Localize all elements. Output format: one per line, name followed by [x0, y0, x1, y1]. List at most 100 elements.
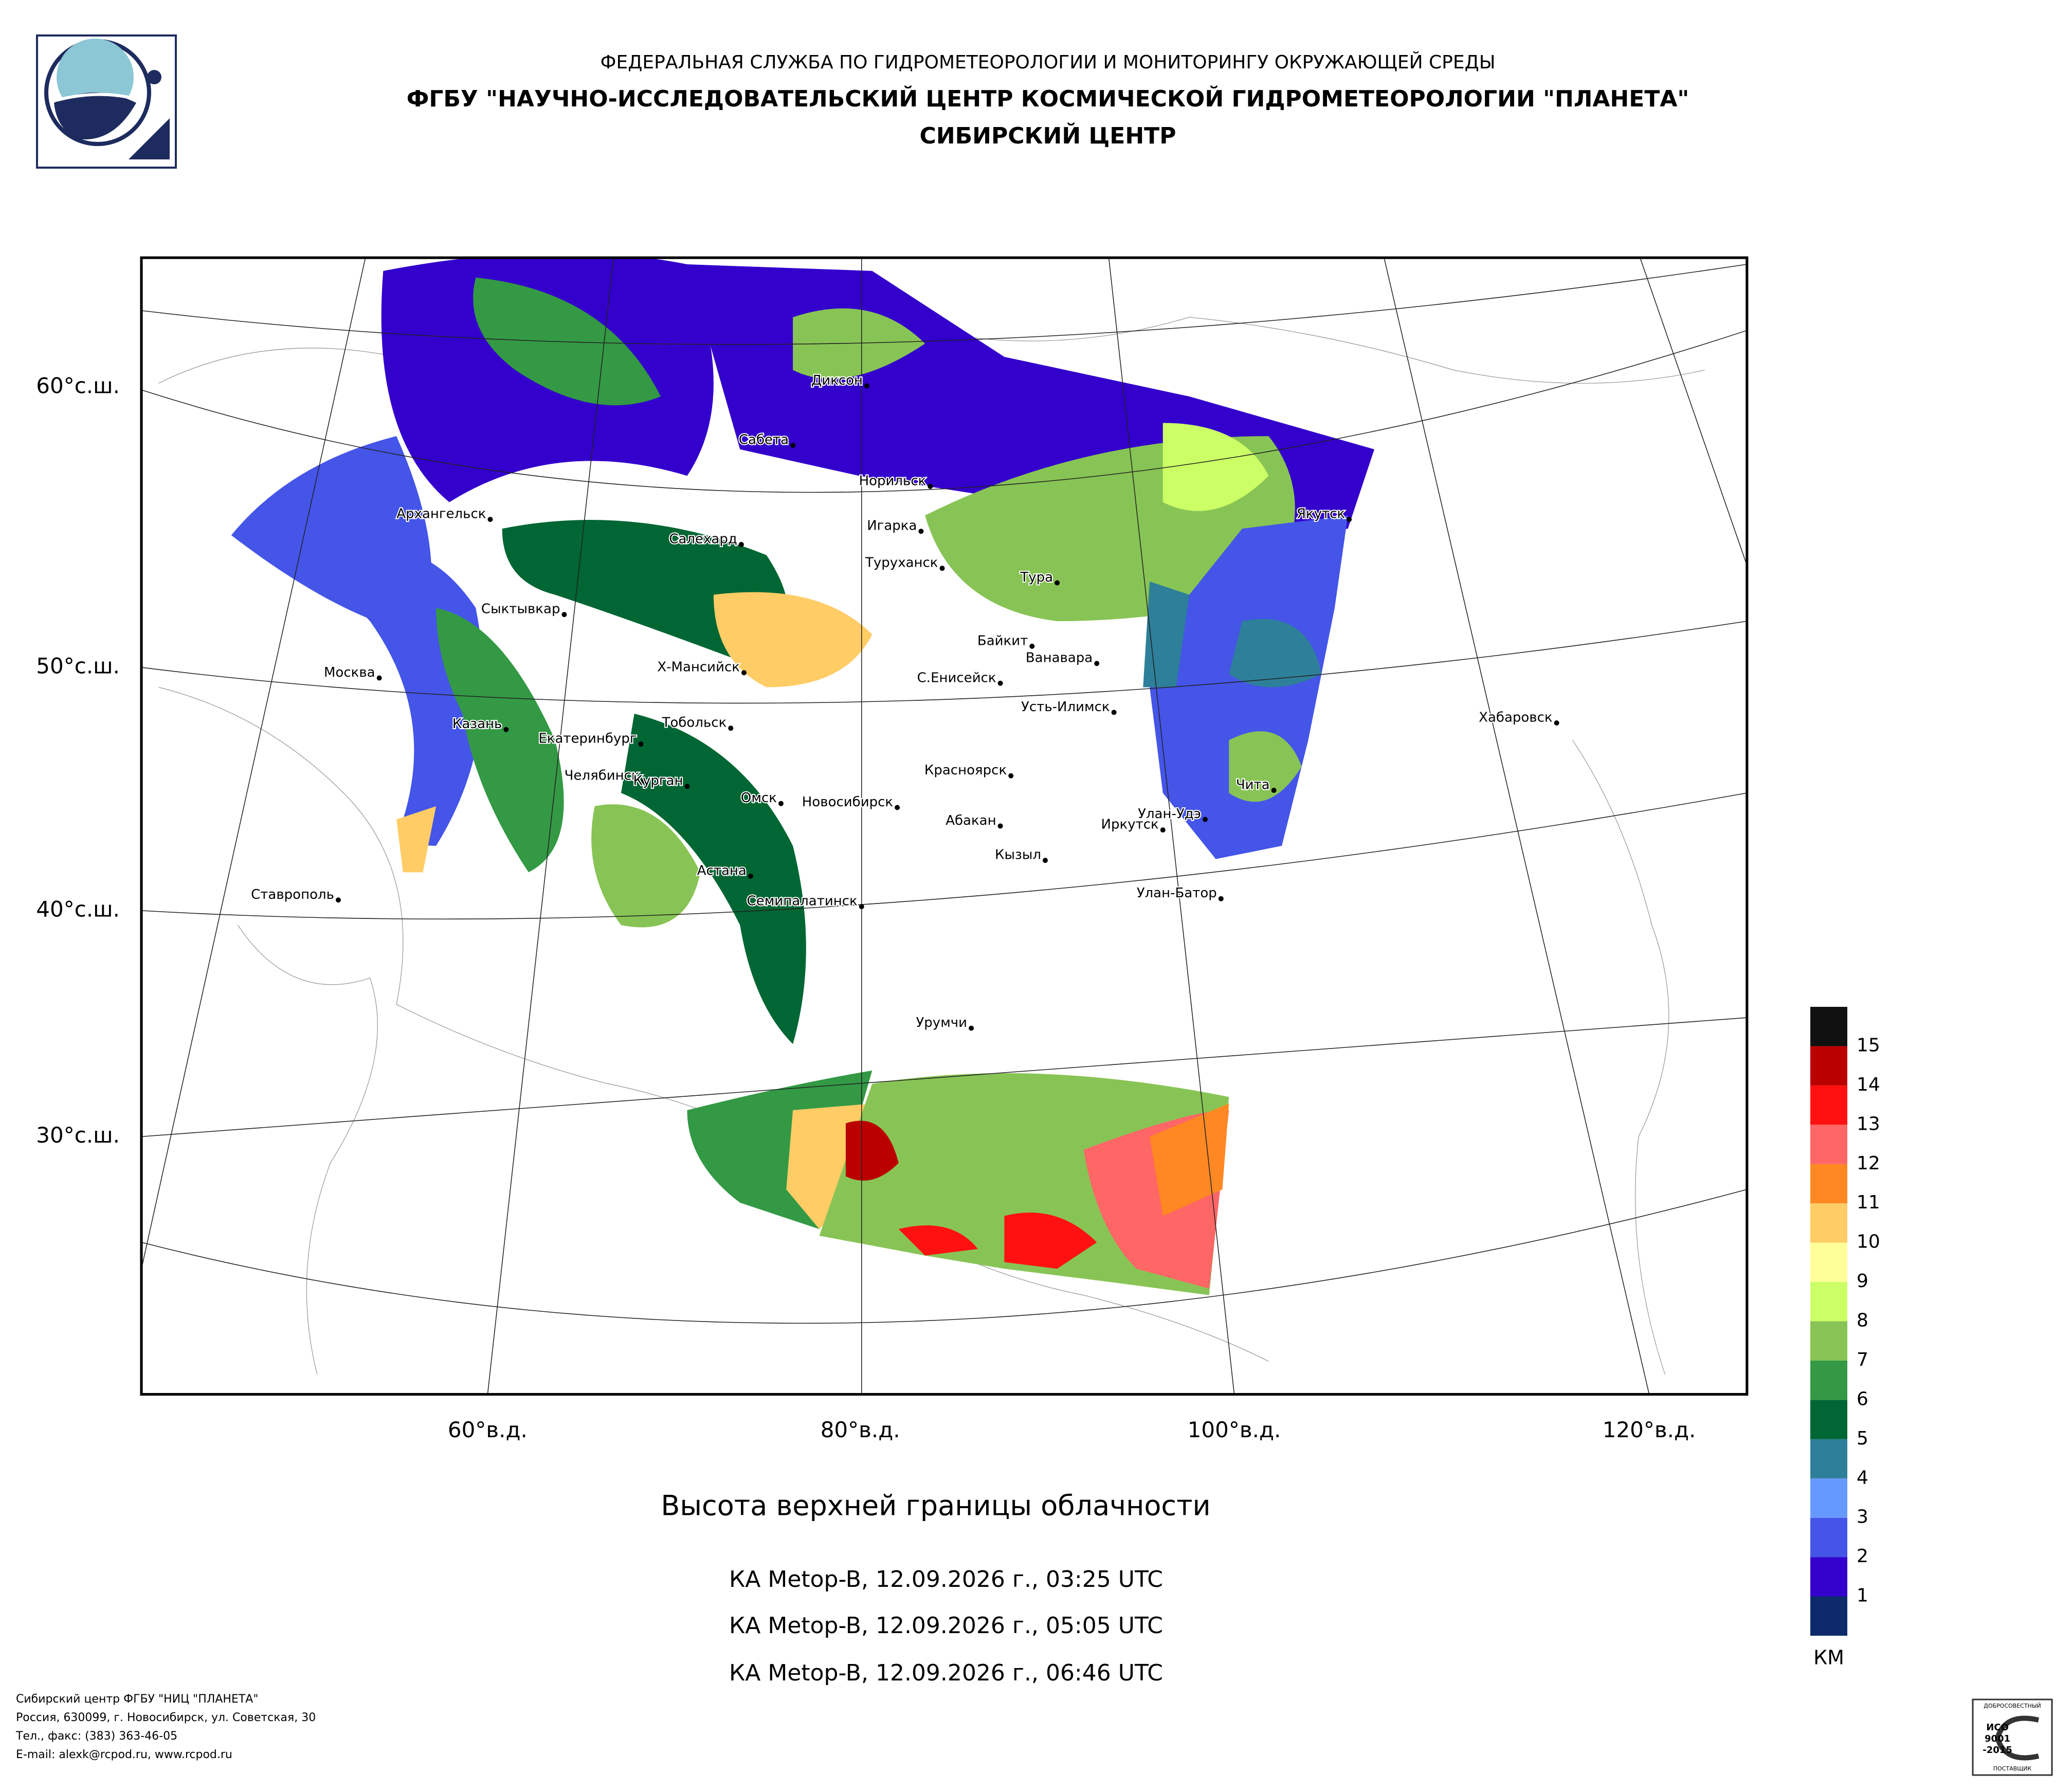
city-label: С.Енисейск — [917, 670, 996, 685]
city-label: Сабета — [739, 432, 789, 448]
city-label: Улан-Удэ — [1138, 806, 1201, 822]
city-label: Новосибирск — [802, 794, 893, 810]
legend-swatch — [1810, 1282, 1847, 1322]
city-dot — [1029, 643, 1035, 649]
city-dot — [969, 1025, 974, 1031]
badge-text: 9001 — [1985, 1733, 2010, 1744]
city-dot — [1271, 787, 1277, 793]
city-label: Байкит — [977, 633, 1028, 648]
city-dot — [1111, 710, 1117, 715]
city-label: Норильск — [859, 473, 926, 489]
lat-label: 50°с.ш. — [36, 653, 120, 678]
map-labels: 60°с.ш. 50°с.ш. 40°с.ш. 30°с.ш. 60°в.д. 80°в.… — [36, 372, 1696, 1442]
city-dot — [684, 784, 690, 789]
legend-tick-label: 7 — [1857, 1349, 1868, 1370]
city-label: Курган — [633, 773, 683, 789]
city-label: Улан-Батор — [1137, 885, 1217, 901]
meridian — [1640, 258, 1747, 567]
legend-swatch — [1810, 1007, 1847, 1046]
legend-swatch — [1810, 1557, 1847, 1597]
city-label: Хабаровск — [1479, 710, 1552, 725]
legend-tick-label: 11 — [1857, 1192, 1880, 1213]
lon-label: 60°в.д. — [448, 1417, 528, 1442]
city-dot — [561, 612, 567, 618]
pass-line: КА Metop-B, 12.09.2026 г., 03:25 UTC — [729, 1566, 1163, 1593]
lat-label: 30°с.ш. — [36, 1123, 120, 1148]
city-dot — [335, 897, 341, 903]
city-label: Красноярск — [924, 763, 1007, 778]
city-dot — [928, 483, 933, 489]
city-dot — [1042, 858, 1048, 863]
meridian — [0, 258, 115, 1394]
city-label: Кызыл — [995, 847, 1041, 863]
legend-swatch — [1810, 1439, 1847, 1479]
city-dot — [1008, 773, 1014, 779]
lat-label: 60°с.ш. — [36, 373, 120, 399]
meridian — [1108, 258, 1235, 1395]
city-dot — [503, 727, 509, 732]
footer-line: E-mail: alexk@rcpod.ru, www.rcpod.ru — [16, 1748, 232, 1761]
legend-tick-label: 9 — [1857, 1271, 1868, 1292]
city-dot — [1055, 580, 1060, 586]
city-label: Туруханск — [865, 555, 938, 571]
city-label: Х-Мансийск — [657, 660, 740, 675]
city-label: Диксон — [811, 373, 863, 388]
city-dot — [638, 741, 644, 747]
footer-line: Россия, 630099, г. Новосибирск, ул. Сове… — [16, 1711, 316, 1724]
legend-swatch — [1810, 1046, 1847, 1086]
city-dot — [918, 529, 924, 534]
legend-swatch — [1810, 1596, 1847, 1636]
legend-swatch — [1810, 1203, 1847, 1243]
legend-swatch — [1810, 1164, 1847, 1204]
meridian — [141, 258, 366, 1271]
city-label: Челябинск — [565, 768, 640, 783]
city-label: Екатеринбург — [538, 731, 637, 746]
badge-text: ИСО — [1986, 1722, 2009, 1733]
city-label: Урумчи — [916, 1015, 967, 1030]
logo — [36, 34, 177, 169]
footer-line: Тел., факс: (383) 363-46-05 — [15, 1730, 177, 1743]
map — [0, 256, 1749, 1396]
city-label: Сыктывкар — [481, 602, 560, 617]
legend-tick-label: 5 — [1857, 1428, 1868, 1449]
legend-swatch — [1810, 1360, 1847, 1400]
city-dot — [997, 680, 1003, 686]
legend-swatch — [1810, 1085, 1847, 1125]
legend-tick-label: 12 — [1857, 1153, 1880, 1174]
city-dot — [1218, 896, 1224, 901]
city-dot — [895, 805, 900, 810]
city-dot — [997, 823, 1003, 829]
legend-swatch — [1810, 1400, 1847, 1439]
city-dot — [641, 778, 646, 784]
caption-title: Высота верхней границы облачности — [661, 1490, 1210, 1522]
pass-line: КА Metop-B, 12.09.2026 г., 06:46 UTC — [729, 1660, 1163, 1686]
city-dot — [1094, 661, 1100, 666]
city-label: Казань — [452, 716, 502, 732]
meridian — [487, 258, 614, 1395]
legend-tick-label: 4 — [1857, 1467, 1868, 1488]
city-dot — [778, 801, 784, 806]
map-frame — [140, 256, 1749, 1396]
iso-badge: ДОБРОСОВЕСТНЫЙ ИСО 9001 -2015 ПОСТАВЩИК — [1972, 1698, 2053, 1776]
legend-unit: КМ — [1813, 1647, 1844, 1669]
legend-tick-label: 6 — [1857, 1388, 1868, 1409]
legend-swatch — [1810, 1517, 1847, 1558]
legend-swatch — [1810, 1321, 1847, 1361]
city-dot — [939, 566, 945, 571]
city-label: Абакан — [946, 813, 996, 828]
city-label: Ванавара — [1026, 650, 1093, 666]
city-dot — [748, 874, 753, 879]
center: СИБИРСКИЙ ЦЕНТР — [920, 122, 1176, 149]
city-label: Иркутск — [1101, 817, 1159, 833]
legend-swatch — [1810, 1242, 1847, 1282]
legend-tick-label: 13 — [1857, 1113, 1880, 1134]
city-dot — [1554, 720, 1559, 726]
city-label: Якутск — [1297, 506, 1345, 522]
footer-line: Сибирский центр ФГБУ "НИЦ "ПЛАНЕТА" — [16, 1693, 258, 1706]
meridian — [1384, 258, 1650, 1395]
legend-tick-label: 10 — [1857, 1232, 1880, 1253]
city-dot — [1160, 827, 1166, 833]
city-label: Салехард — [669, 531, 737, 547]
